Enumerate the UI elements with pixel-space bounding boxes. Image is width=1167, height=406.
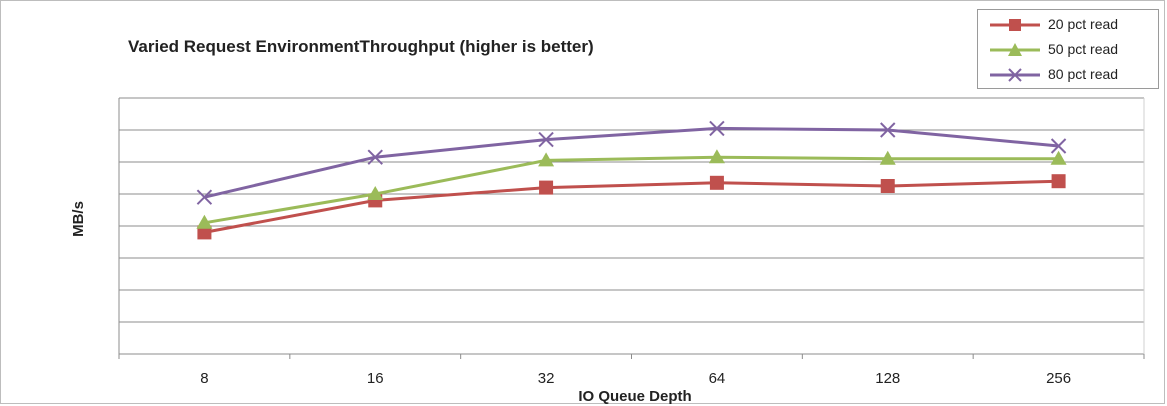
legend-item-series-3: 80 pct read [984, 64, 1156, 86]
series-layer [196, 120, 1067, 240]
series-2-point-128 [879, 150, 896, 165]
series-3-point-64-b [709, 120, 725, 137]
x-axis-label: IO Queue Depth [578, 388, 691, 405]
series-2-point-64 [708, 149, 725, 164]
series-1-line [204, 179, 1059, 234]
series-2-point-16 [367, 186, 384, 200]
series-1-point-256 [1051, 174, 1066, 189]
legend-item-series-1: 20 pct read [984, 14, 1156, 36]
legend-label-series-2: 50 pct read [1048, 41, 1119, 57]
series-3-point-128-b [880, 122, 896, 138]
series-3-point-16 [367, 149, 383, 165]
legend: 20 pct read 50 pct read 80 pct read [977, 9, 1159, 89]
series-3-line [204, 126, 1059, 199]
legend-item-series-2: 50 pct read [984, 39, 1156, 61]
series-3 [196, 120, 1067, 205]
series-2-point-32 [538, 152, 555, 167]
y-axis-label: MB/s [70, 201, 87, 237]
series-3-point-8-b [196, 189, 213, 205]
series-2 [196, 149, 1067, 229]
series-3-point-8 [196, 189, 213, 205]
series-1-point-32 [539, 180, 554, 195]
x-tick-label-64: 64 [709, 370, 726, 387]
legend-swatch-series-3 [990, 68, 1040, 82]
legend-label-series-3: 80 pct read [1048, 66, 1119, 82]
series-3-point-64 [709, 120, 725, 137]
x-tick-label-8: 8 [200, 370, 208, 387]
series-2-point-256 [1050, 150, 1067, 165]
axes [118, 98, 1145, 359]
series-3-point-32 [538, 131, 554, 148]
series-2-line [204, 155, 1059, 225]
series-1-point-8 [197, 225, 212, 240]
series-3-point-128 [880, 122, 896, 138]
x-tick-label-16: 16 [367, 370, 384, 387]
series-1 [197, 174, 1066, 240]
series-3-point-256-b [1050, 138, 1067, 154]
gridlines [119, 97, 1144, 323]
x-tick-label-128: 128 [875, 370, 900, 387]
x-tick-labels: 8 16 32 64 128 256 [200, 370, 1071, 387]
series-3-point-256 [1050, 138, 1067, 154]
series-3-point-32-b [538, 131, 554, 148]
series-1-point-128 [880, 179, 895, 193]
x-tick-label-32: 32 [538, 370, 555, 387]
series-2-point-8 [196, 214, 213, 229]
legend-label-series-1: 20 pct read [1048, 16, 1119, 32]
series-3-point-16-b [367, 149, 383, 165]
x-tick-label-256: 256 [1046, 370, 1071, 387]
legend-swatch-series-1 [990, 19, 1040, 31]
series-1-point-64 [709, 175, 724, 190]
legend-swatch-series-2 [990, 43, 1040, 56]
chart-title: Varied Request EnvironmentThroughput (hi… [128, 37, 594, 56]
